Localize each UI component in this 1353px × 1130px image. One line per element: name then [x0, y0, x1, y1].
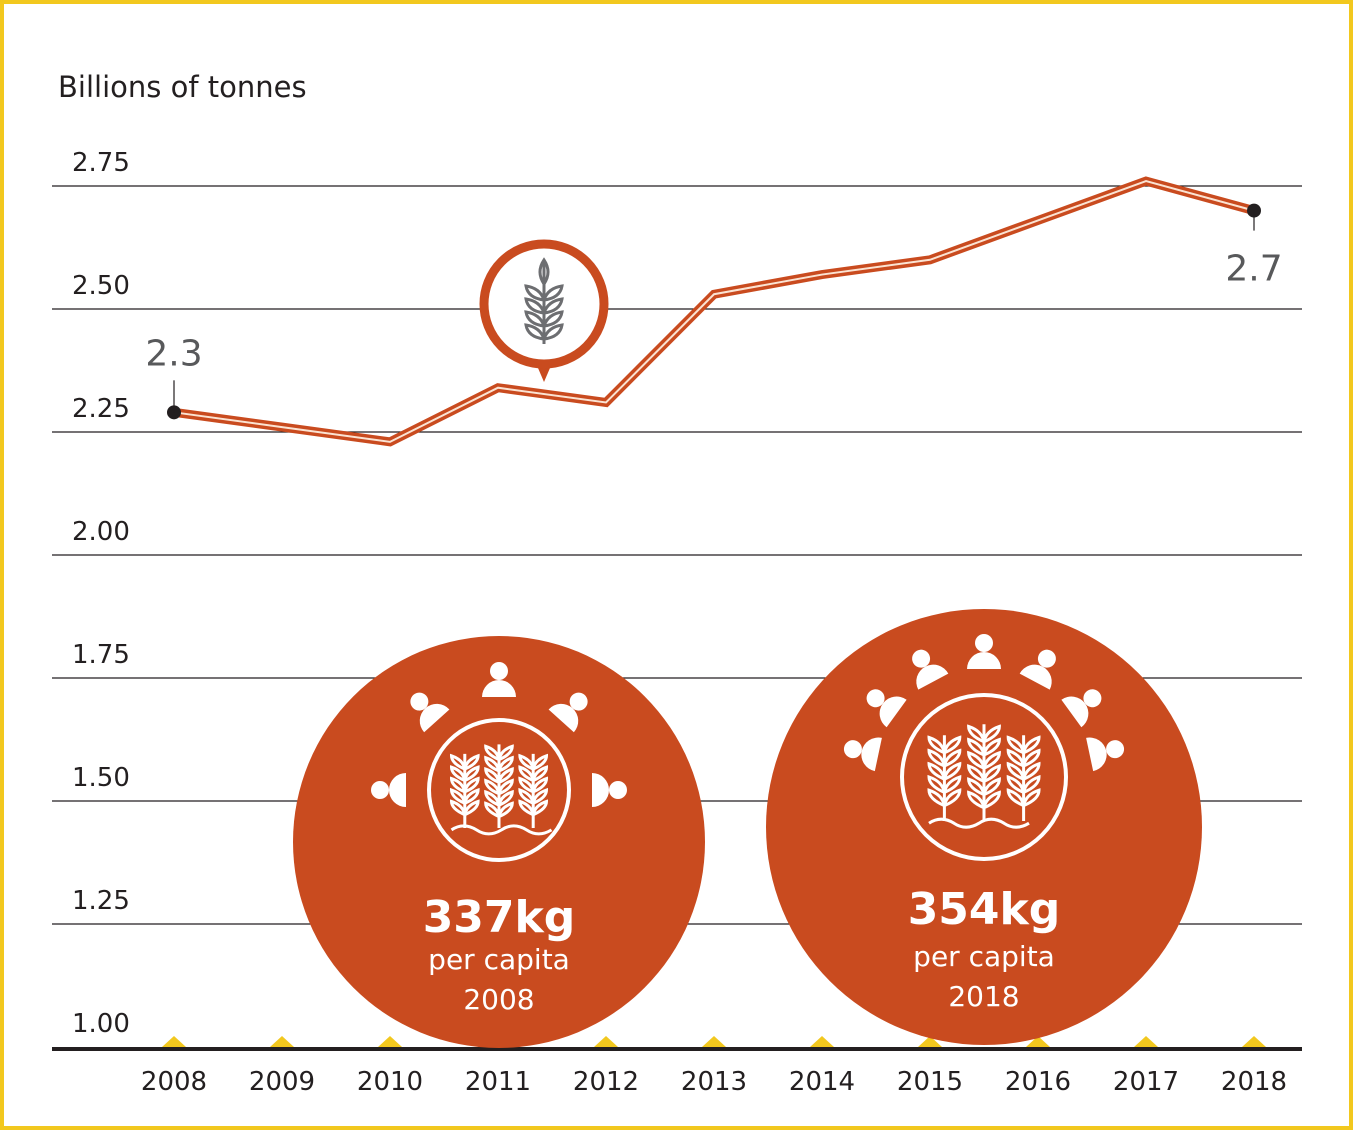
- x-tick-diamond: [270, 1036, 294, 1047]
- per-capita-year: 2018: [948, 980, 1019, 1013]
- x-tick-diamond: [1242, 1036, 1266, 1047]
- wheat-grain: [449, 765, 480, 782]
- wheat-grain: [449, 753, 480, 771]
- person-icon: [1019, 649, 1056, 690]
- wheat-grain: [967, 777, 1001, 796]
- wheat-grain: [967, 750, 1001, 770]
- per-capita-callout: 354kg per capita 2018: [766, 609, 1202, 1045]
- wheat-grain: [518, 799, 549, 817]
- line-chart: Billions of tonnes 2.75 2.50 2.25 2.00 1.75 1…: [52, 70, 1302, 1097]
- y-tick-label: 2.25: [72, 394, 130, 424]
- x-tick-diamond: [162, 1036, 186, 1047]
- wheat-grain: [1006, 761, 1041, 781]
- wheat-with-more-people-icon: [843, 634, 1125, 861]
- person-icon: [967, 634, 1001, 669]
- x-tick-diamond: [378, 1036, 402, 1047]
- per-capita-unit: per capita: [913, 940, 1055, 973]
- callout-circle: [766, 609, 1202, 1045]
- y-tick-label: 1.25: [72, 886, 130, 916]
- y-tick-label: 2.50: [72, 271, 130, 301]
- x-tick-diamond: [810, 1036, 834, 1047]
- per-capita-unit: per capita: [428, 943, 570, 976]
- y-tick-label: 1.00: [72, 1009, 130, 1039]
- wheat-grain: [927, 748, 962, 768]
- wheat-grain: [518, 787, 549, 805]
- wheat-grain: [518, 776, 549, 794]
- x-tick-label: 2008: [141, 1067, 207, 1097]
- x-tick-label: 2016: [1005, 1067, 1071, 1097]
- wheat-grain: [1006, 735, 1041, 755]
- wheat-grain: [927, 788, 962, 807]
- wheat-grain: [449, 787, 480, 805]
- x-tick-diamond: [1134, 1036, 1158, 1047]
- person-icon: [1061, 689, 1102, 728]
- wheat-grain: [484, 789, 514, 807]
- person-icon: [843, 737, 882, 772]
- x-tick-label: 2014: [789, 1067, 855, 1097]
- y-tick-label: 1.75: [72, 640, 130, 670]
- wheat-with-people-icon: [371, 662, 627, 862]
- person-icon: [912, 649, 949, 690]
- icon-ring: [900, 693, 1068, 861]
- y-tick-label: 1.50: [72, 763, 130, 793]
- wheat-grain: [484, 744, 514, 761]
- wheat-grain: [967, 724, 1001, 744]
- series-line-highlight: [173, 180, 1255, 443]
- x-tick-diamond: [1026, 1036, 1050, 1047]
- x-tick-label: 2015: [897, 1067, 963, 1097]
- y-tick-label: 2.00: [72, 517, 130, 547]
- person-icon: [482, 662, 516, 697]
- wheat-ground: [450, 824, 553, 836]
- x-tick-diamond: [594, 1036, 618, 1047]
- person-icon: [592, 773, 627, 807]
- wheat-pin-icon: [479, 239, 609, 382]
- value-annotation: 2.3: [145, 333, 202, 374]
- wheat-grain: [518, 753, 549, 771]
- person-icon: [410, 692, 450, 733]
- wheat-grain: [1006, 774, 1041, 794]
- wheat-grain: [1006, 788, 1041, 807]
- wheat-grain: [967, 763, 1001, 783]
- x-tick-diamond: [702, 1036, 726, 1047]
- wheat-grain: [484, 767, 514, 784]
- x-tick-label: 2017: [1113, 1067, 1179, 1097]
- per-capita-year: 2008: [463, 983, 534, 1016]
- icon-ring: [427, 718, 571, 862]
- person-icon: [371, 773, 406, 807]
- x-tick-label: 2011: [465, 1067, 531, 1097]
- wheat-ground: [928, 817, 1030, 829]
- x-tick-label: 2009: [249, 1067, 315, 1097]
- x-tick-label: 2010: [357, 1067, 423, 1097]
- per-capita-value: 354kg: [908, 884, 1061, 935]
- wheat-grain: [927, 735, 962, 755]
- wheat-grain: [967, 790, 1001, 810]
- wheat-grain: [518, 765, 549, 782]
- x-tick-label: 2018: [1221, 1067, 1287, 1097]
- y-axis-label: Billions of tonnes: [58, 70, 307, 104]
- y-tick-label: 2.75: [72, 148, 130, 178]
- person-icon: [866, 689, 907, 728]
- series-line: [173, 176, 1256, 447]
- callout-circle: [293, 636, 705, 1048]
- wheat-grain: [449, 776, 480, 794]
- wheat-grain: [484, 801, 514, 818]
- wheat-grain: [1006, 748, 1041, 768]
- wheat-grain: [967, 737, 1001, 757]
- value-annotation: 2.7: [1225, 249, 1282, 290]
- wheat-grain: [449, 799, 480, 817]
- wheat-grain: [927, 774, 962, 794]
- per-capita-value: 337kg: [423, 892, 576, 943]
- person-icon: [548, 692, 588, 733]
- x-tick-label: 2013: [681, 1067, 747, 1097]
- x-tick-label: 2012: [573, 1067, 639, 1097]
- wheat-grain: [484, 778, 514, 796]
- wheat-grain: [927, 761, 962, 781]
- person-icon: [1086, 737, 1125, 772]
- wheat-grain: [484, 755, 514, 773]
- x-tick-diamond: [918, 1036, 942, 1047]
